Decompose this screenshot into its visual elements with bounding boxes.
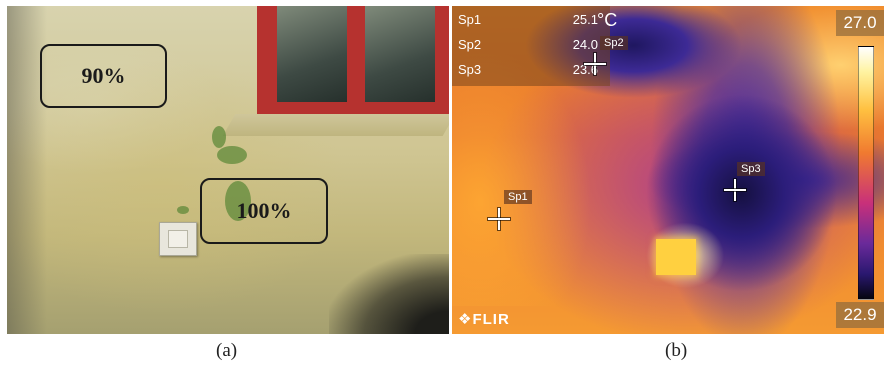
wall-photo-panel: 90% 100% — [7, 6, 449, 334]
hot-spot-square — [656, 239, 696, 275]
moss-patch — [217, 146, 247, 164]
spot-marker-label: Sp2 — [600, 36, 628, 50]
window-pane-left — [277, 6, 347, 102]
spot-readout-value: 23.6 — [572, 62, 598, 77]
logo-text: FLIR — [472, 311, 510, 328]
crosshair-icon — [724, 179, 746, 201]
caption-b: (b) — [665, 340, 688, 361]
moss-patch — [212, 126, 226, 148]
spot-readout-value: 25.1 — [572, 12, 598, 27]
crosshair-icon — [584, 53, 606, 75]
flir-logo: ❖FLIR — [458, 310, 510, 328]
thermal-image-panel: Sp1 25.1 Sp2 24.0 Sp3 23.6 °C Sp2 Sp1 Sp… — [452, 6, 884, 334]
crosshair-icon — [488, 208, 510, 230]
window-frame — [257, 6, 449, 124]
moss-patch — [177, 206, 189, 214]
spot-readout-row: Sp2 24.0 — [458, 37, 598, 57]
spot-readout-row: Sp1 25.1 — [458, 12, 598, 32]
window-sill — [222, 114, 449, 136]
spot-readout-row: Sp3 23.6 — [458, 62, 598, 82]
moss-patch — [225, 181, 251, 221]
spot-marker-label: Sp3 — [737, 162, 765, 176]
caption-a: (a) — [216, 340, 238, 361]
scale-min-value: 22.9 — [836, 302, 884, 328]
spot-readout-label: Sp1 — [458, 12, 482, 27]
temperature-scale-bar — [858, 46, 874, 300]
spot-readout-label: Sp2 — [458, 37, 482, 52]
light-switch — [159, 222, 197, 256]
flame-icon: ❖ — [458, 311, 473, 328]
spot-marker-label: Sp1 — [504, 190, 532, 204]
temperature-unit: °C — [597, 10, 618, 30]
scale-max-value: 27.0 — [836, 10, 884, 36]
spot-readout-panel: Sp1 25.1 Sp2 24.0 Sp3 23.6 °C — [452, 6, 617, 86]
humidity-label-upper: 90% — [40, 44, 167, 108]
spot-readout-value: 24.0 — [572, 37, 598, 52]
thermal-warm-region — [452, 46, 592, 306]
humidity-label-lower: 100% — [200, 178, 328, 244]
window-pane-right — [365, 6, 435, 102]
spot-readout-label: Sp3 — [458, 62, 482, 77]
dark-corner — [329, 254, 449, 334]
